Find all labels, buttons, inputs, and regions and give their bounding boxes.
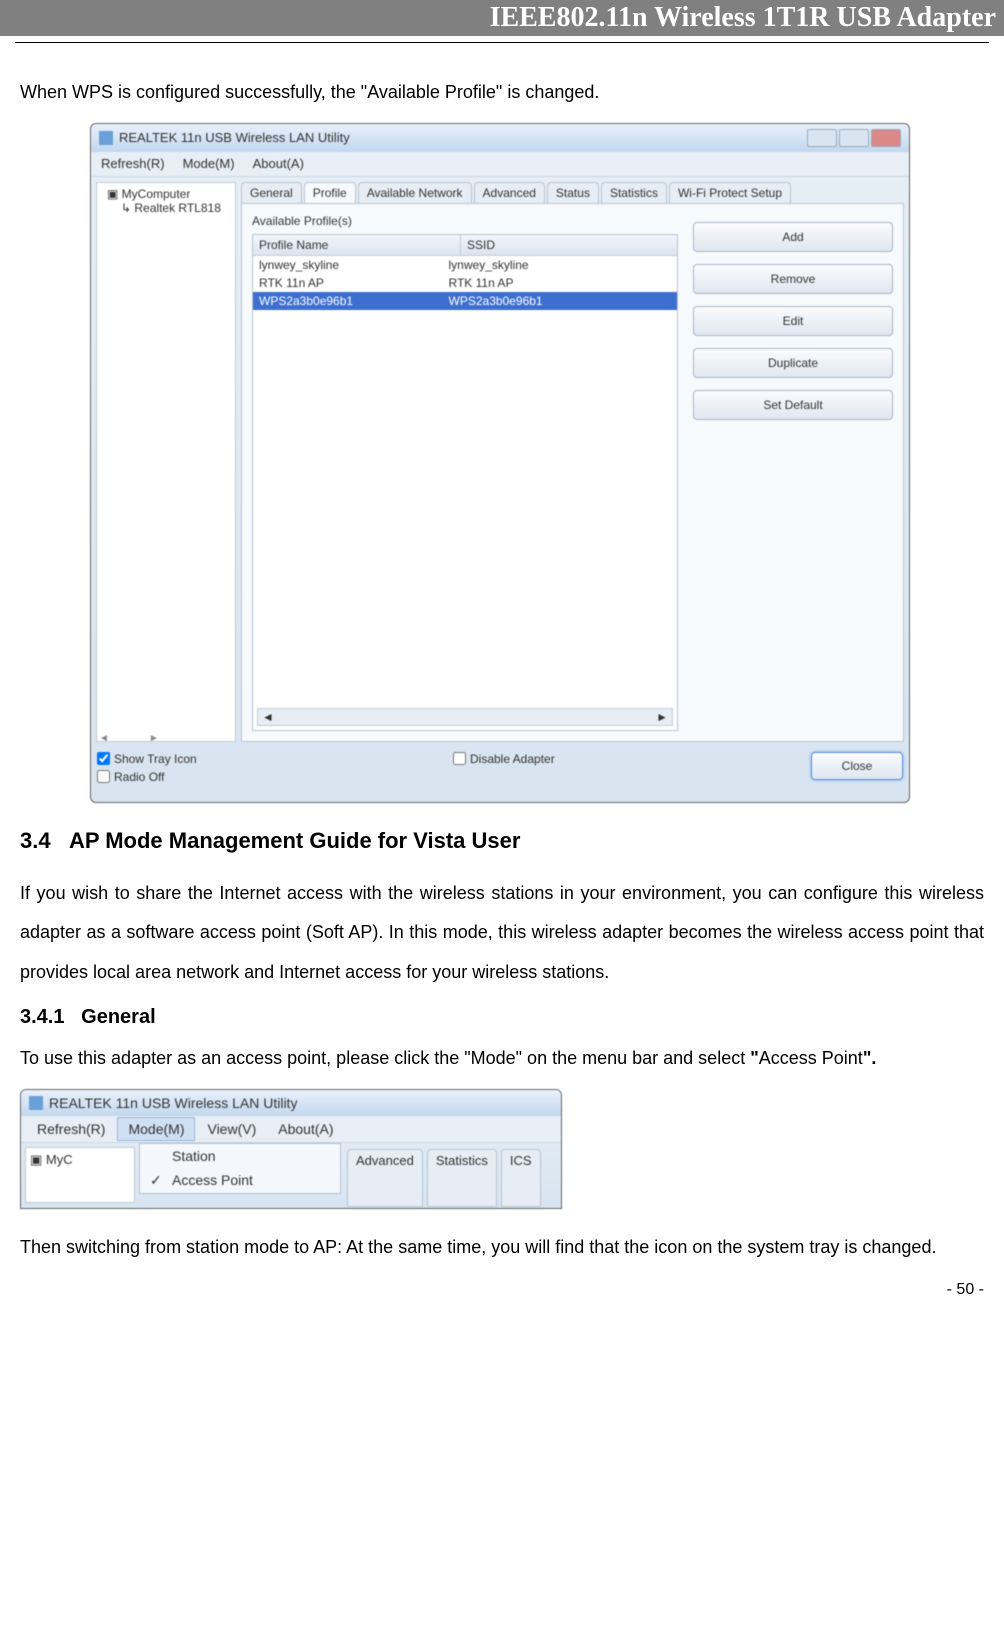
header-rule [15,42,989,43]
menu-refresh[interactable]: Refresh(R) [101,156,165,171]
tab-advanced[interactable]: Advanced [347,1149,423,1207]
window-title: REALTEK 11n USB Wireless LAN Utility [119,130,350,145]
cell-ssid: WPS2a3b0e96b1 [449,294,671,308]
cell-name: WPS2a3b0e96b1 [259,294,449,308]
profile-row[interactable]: RTK 11n AP RTK 11n AP [253,274,677,292]
text-run: Access Point [759,1048,863,1068]
disable-adapter-checkbox[interactable]: Disable Adapter [453,752,555,766]
text-run: ". [863,1048,877,1068]
section-number: 3.4 [20,828,51,853]
menu-view[interactable]: View(V) [197,1118,266,1140]
tree-child: Realtek RTL818 [134,201,221,215]
cell-name: RTK 11n AP [259,276,449,290]
tree-scrollbar[interactable]: ◄► [99,732,219,746]
option-label: Station [172,1148,216,1164]
section-body: If you wish to share the Internet access… [20,874,984,993]
tree-root: MyC [46,1152,73,1167]
mode-dropdown[interactable]: Station ✓Access Point [139,1143,341,1194]
device-tree[interactable]: ▣ MyC [25,1147,135,1203]
duplicate-button[interactable]: Duplicate [693,348,893,378]
tab-wps[interactable]: Wi-Fi Protect Setup [669,182,791,203]
disable-adapter-label: Disable Adapter [470,752,555,766]
tab-statistics[interactable]: Statistics [427,1149,497,1207]
tab-status[interactable]: Status [547,182,599,203]
app-icon [29,1096,43,1110]
set-default-button[interactable]: Set Default [693,390,893,420]
intro-text: When WPS is configured successfully, the… [20,73,984,113]
tab-profile[interactable]: Profile [304,182,356,203]
menu-mode[interactable]: Mode(M) [183,156,235,171]
text-run: " [750,1048,759,1068]
horizontal-scrollbar[interactable]: ◄► [257,708,673,726]
option-label: Access Point [172,1172,253,1188]
header-bar: IEEE802.11n Wireless 1T1R USB Adapter [0,0,1004,36]
tab-statistics[interactable]: Statistics [601,182,667,203]
device-tree[interactable]: ▣ MyComputer ↳ Realtek RTL818 [96,182,236,742]
figure-profile-window: REALTEK 11n USB Wireless LAN Utility Ref… [90,123,984,803]
app-icon [99,131,113,145]
column-profile-name: Profile Name [253,235,461,255]
mode-option-access-point[interactable]: ✓Access Point [140,1168,340,1193]
close-button[interactable]: Close [811,752,903,780]
show-tray-label: Show Tray Icon [114,752,197,766]
subsection-heading: 3.4.1 General [20,1006,984,1029]
column-ssid: SSID [461,235,677,255]
figure-mode-menu: REALTEK 11n USB Wireless LAN Utility Ref… [20,1089,984,1209]
window-title: REALTEK 11n USB Wireless LAN Utility [49,1095,297,1111]
profile-list[interactable]: Profile Name SSID lynwey_skyline lynwey_… [252,234,678,731]
radio-off-checkbox[interactable]: Radio Off [97,770,197,784]
tab-advanced[interactable]: Advanced [474,182,545,203]
cell-ssid: lynwey_skyline [449,258,671,272]
close-icon[interactable] [871,129,901,147]
section-title: AP Mode Management Guide for Vista User [69,828,521,853]
maximize-button[interactable] [839,129,869,147]
profile-group-label: Available Profile(s) [252,214,678,228]
profile-row[interactable]: lynwey_skyline lynwey_skyline [253,256,677,274]
add-button[interactable]: Add [693,222,893,252]
tree-root: MyComputer [122,187,191,201]
remove-button[interactable]: Remove [693,264,893,294]
menu-about[interactable]: About(A) [268,1118,343,1140]
window-titlebar: REALTEK 11n USB Wireless LAN Utility [91,124,909,152]
subsection-number: 3.4.1 [20,1006,64,1028]
subsection-body: To use this adapter as an access point, … [20,1039,984,1079]
menu-mode[interactable]: Mode(M) [117,1117,195,1141]
text-run: To use this adapter as an access point, … [20,1048,750,1068]
show-tray-checkbox[interactable]: Show Tray Icon [97,752,197,766]
tab-general[interactable]: General [241,182,302,203]
tab-ics[interactable]: ICS [501,1149,541,1207]
minimize-button[interactable] [807,129,837,147]
cell-name: lynwey_skyline [259,258,449,272]
edit-button[interactable]: Edit [693,306,893,336]
menu-refresh[interactable]: Refresh(R) [27,1118,115,1140]
menu-about[interactable]: About(A) [253,156,304,171]
mode-option-station[interactable]: Station [140,1144,340,1168]
cell-ssid: RTK 11n AP [449,276,671,290]
subsection-title: General [81,1006,155,1028]
after-figure-text: Then switching from station mode to AP: … [20,1234,984,1261]
profile-row-selected[interactable]: WPS2a3b0e96b1 WPS2a3b0e96b1 [253,292,677,310]
page-number: - 50 - [20,1281,984,1299]
section-heading: 3.4 AP Mode Management Guide for Vista U… [20,828,984,854]
radio-off-label: Radio Off [114,770,164,784]
tab-available-network[interactable]: Available Network [358,182,472,203]
